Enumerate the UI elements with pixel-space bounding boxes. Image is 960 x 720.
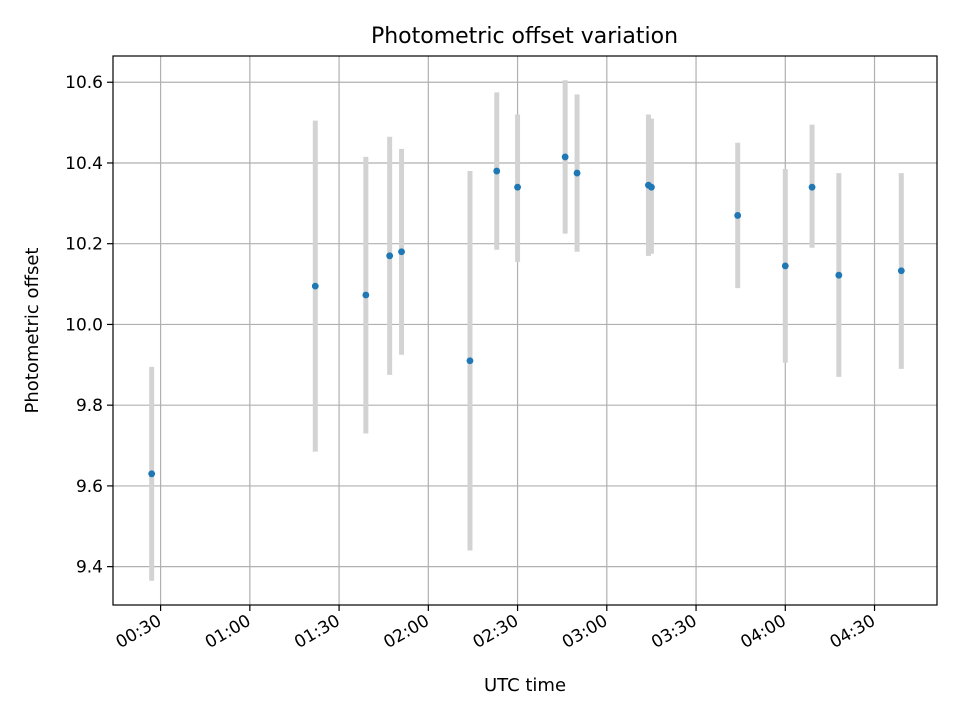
y-tick-label: 10.4: [65, 154, 103, 174]
data-point: [835, 271, 843, 279]
data-point: [362, 291, 370, 299]
point-layer: [148, 153, 905, 478]
y-tick-label: 10.0: [65, 315, 103, 335]
data-point: [781, 262, 789, 270]
data-point: [897, 267, 905, 275]
data-point: [466, 357, 474, 365]
data-point: [493, 167, 501, 175]
data-point: [148, 470, 156, 478]
x-axis-label: UTC time: [484, 675, 566, 696]
data-point: [573, 169, 581, 177]
y-tick-label: 10.2: [65, 235, 103, 255]
y-tick-label: 9.6: [76, 477, 103, 497]
y-tick-label: 10.6: [65, 73, 103, 93]
y-tick-label: 9.8: [76, 396, 103, 416]
chart-title: Photometric offset variation: [371, 24, 678, 49]
data-point: [514, 183, 521, 191]
data-point: [808, 183, 816, 191]
y-axis-label: Photometric offset: [22, 248, 43, 414]
grid-layer: [113, 56, 937, 605]
data-point: [561, 153, 569, 161]
plot-frame: [112, 55, 938, 606]
data-point: [386, 252, 394, 260]
data-point: [648, 183, 655, 191]
y-tick-label: 9.4: [76, 558, 103, 578]
data-point: [734, 212, 742, 219]
data-point: [398, 248, 405, 256]
data-point: [311, 282, 319, 290]
